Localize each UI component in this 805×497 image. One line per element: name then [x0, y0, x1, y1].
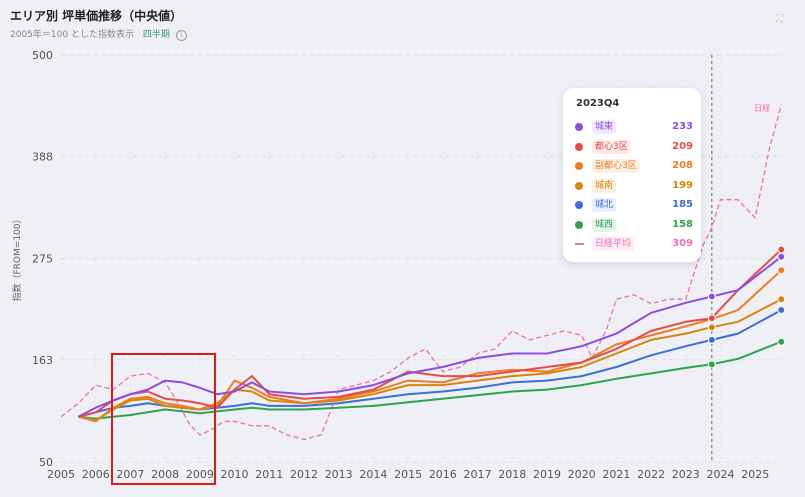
x-tick-label: 2017 — [464, 468, 492, 481]
tooltip-series-name: 日経平均 — [592, 237, 635, 251]
tooltip-row: 日経平均 309 — [575, 235, 693, 253]
info-icon[interactable]: i — [175, 30, 187, 41]
expand-icon[interactable]: ⛶ — [776, 14, 783, 25]
legend-marker — [575, 162, 583, 170]
highlight-box — [111, 353, 216, 485]
series-point — [707, 360, 716, 369]
series-line-4 — [78, 309, 782, 418]
x-tick-label: 2024 — [707, 468, 735, 481]
series-line-6 — [60, 104, 782, 441]
legend-marker — [575, 243, 584, 245]
tooltip-series-name: 都心3区 — [592, 139, 631, 154]
series-line-2 — [78, 269, 782, 423]
tooltip-row: 城南 199 — [575, 177, 693, 195]
series-point — [707, 335, 716, 344]
x-tick-label: 2023 — [672, 468, 700, 481]
x-tick-label: 2025 — [741, 468, 769, 481]
x-tick-label: 2015 — [394, 468, 422, 481]
series-endpoint — [777, 266, 786, 275]
tooltip-series-name: 副都心3区 — [592, 159, 640, 173]
chart-title: エリア別 坪単価推移（中央値） — [10, 9, 183, 23]
tooltip-row: 都心3区 209 — [575, 138, 693, 156]
legend-marker — [575, 201, 583, 209]
x-tick-label: 2016 — [429, 468, 457, 481]
tooltip-series-value: 185 — [672, 199, 693, 210]
chart-tooltip: 2023Q4 城東 233 都心3区 209 副都心3区 208 城南 199 城北 185 城西 1… — [563, 88, 701, 262]
series-line-1 — [78, 248, 782, 418]
tooltip-series-name: 城南 — [592, 178, 617, 193]
x-tick-label: 2018 — [498, 468, 526, 481]
x-tick-label: 2014 — [359, 468, 387, 481]
legend-marker — [575, 123, 583, 131]
x-tick-label: 2010 — [221, 468, 249, 481]
tooltip-row: 副都心3区 208 — [575, 157, 693, 175]
x-tick-label: 2005 — [47, 468, 75, 481]
y-tick-label: 163 — [32, 354, 53, 367]
x-tick-label: 2019 — [533, 468, 561, 481]
tooltip-series-name: 城西 — [592, 217, 617, 232]
series-line-3 — [78, 298, 782, 422]
tooltip-row: 城北 185 — [575, 196, 693, 214]
x-tick-label: 2020 — [568, 468, 596, 481]
series-endpoint — [777, 306, 786, 315]
y-tick-label: 500 — [32, 49, 53, 62]
y-axis-label: 指数（FROM=100） — [11, 215, 23, 302]
legend-marker — [575, 220, 583, 229]
x-tick-label: 2012 — [290, 468, 318, 481]
tooltip-title: 2023Q4 — [576, 98, 620, 109]
y-tick-label: 50 — [39, 456, 53, 469]
tooltip-series-value: 158 — [672, 218, 693, 230]
tooltip-series-name: 城北 — [592, 198, 617, 212]
subtitle-text: 2005年＝100 とした指数表示 — [10, 30, 134, 40]
series-point — [707, 323, 716, 332]
x-tick-label: 2021 — [602, 468, 630, 481]
series-endpoint — [777, 245, 786, 254]
tooltip-series-name: 城東 — [592, 120, 617, 134]
nikkei-end-label: 日経 — [754, 103, 770, 113]
series-line-5 — [78, 340, 782, 420]
series-endpoint — [777, 337, 786, 346]
tooltip-row: 城西 158 — [575, 216, 693, 234]
series-endpoint — [777, 252, 786, 261]
x-tick-label: 2008 — [151, 468, 179, 481]
chart-subtitle: 2005年＝100 とした指数表示 四半期 i — [10, 27, 187, 41]
y-tick-label: 275 — [32, 253, 53, 266]
x-tick-label: 2013 — [325, 468, 353, 481]
x-tick-label: 2011 — [255, 468, 283, 481]
tooltip-series-value: 233 — [672, 121, 693, 132]
series-line-0 — [77, 255, 782, 418]
x-tick-label: 2007 — [116, 468, 144, 481]
tooltip-series-value: 208 — [672, 160, 693, 171]
tooltip-series-value: 309 — [672, 238, 693, 249]
series-point — [707, 314, 716, 323]
tooltip-series-value: 199 — [672, 179, 693, 191]
x-tick-label: 2009 — [186, 468, 214, 481]
series-endpoint — [777, 295, 786, 304]
x-tick-label: 2006 — [82, 468, 110, 481]
tooltip-series-value: 209 — [672, 140, 693, 152]
legend-marker — [575, 181, 583, 190]
period-toggle[interactable]: 四半期 — [142, 30, 170, 40]
y-tick-label: 388 — [32, 150, 53, 163]
legend-marker — [575, 142, 583, 151]
x-tick-label: 2022 — [637, 468, 665, 481]
tooltip-row: 城東 233 — [575, 118, 693, 136]
series-point — [707, 292, 716, 301]
